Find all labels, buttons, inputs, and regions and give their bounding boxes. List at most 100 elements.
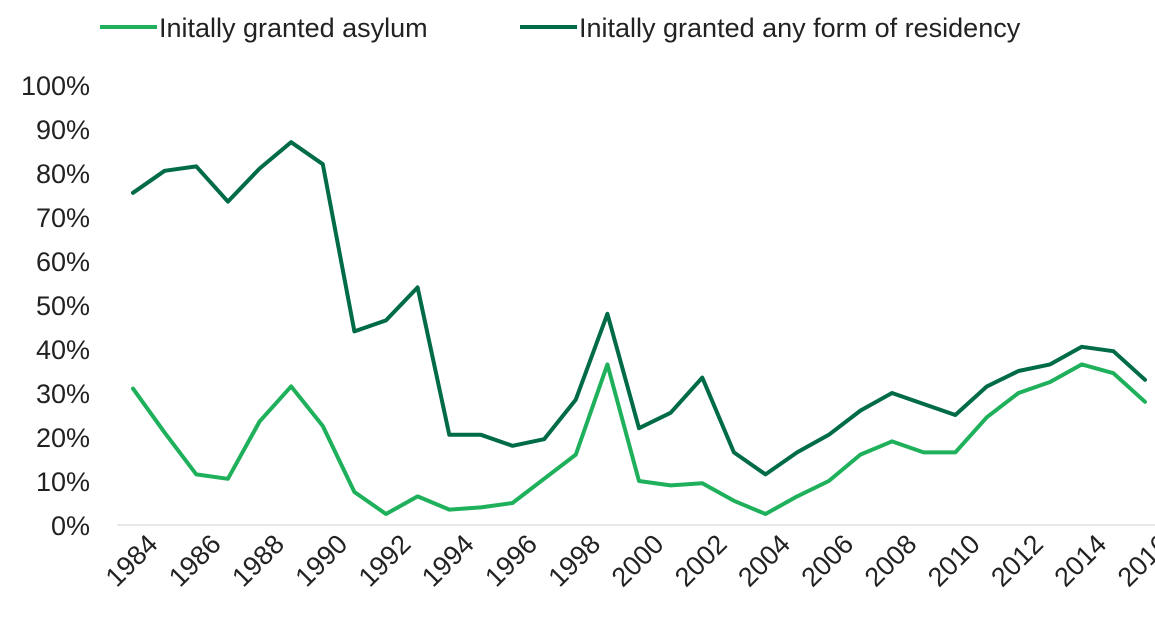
data-point-asylum — [637, 479, 641, 483]
y-tick-label: 90% — [36, 115, 90, 145]
x-tick-label: 2014 — [1049, 529, 1113, 593]
series-line-residency — [131, 140, 1147, 477]
x-tick-label: 2010 — [922, 529, 986, 593]
x-tick-label: 1994 — [416, 529, 480, 593]
data-point-asylum — [131, 387, 135, 391]
data-point-residency — [1017, 369, 1021, 373]
data-point-residency — [732, 450, 736, 454]
data-point-asylum — [258, 420, 262, 424]
data-point-residency — [352, 329, 356, 333]
data-point-residency — [1048, 362, 1052, 366]
data-point-residency — [985, 384, 989, 388]
data-point-asylum — [384, 512, 388, 516]
legend-label-asylum: Initally granted asylum — [159, 13, 428, 43]
x-axis: 1984 1986 1988 1990 1992 1994 1996 1998 2000 2002… — [100, 529, 1155, 593]
x-tick-label: 1996 — [479, 529, 543, 593]
data-point-asylum — [163, 431, 167, 435]
data-point-asylum — [511, 501, 515, 505]
data-point-asylum — [574, 453, 578, 457]
data-point-asylum — [985, 415, 989, 419]
data-point-asylum — [1048, 380, 1052, 384]
data-point-asylum — [416, 494, 420, 498]
y-tick-label: 70% — [36, 203, 90, 233]
data-point-residency — [226, 200, 230, 204]
x-tick-label: 2000 — [606, 529, 670, 593]
data-point-asylum — [479, 505, 483, 509]
data-point-asylum — [605, 362, 609, 366]
x-tick-label: 1992 — [353, 529, 417, 593]
data-point-residency — [605, 312, 609, 316]
y-tick-label: 40% — [36, 335, 90, 365]
data-point-asylum — [732, 499, 736, 503]
x-tick-label: 1986 — [163, 529, 227, 593]
y-tick-label: 100% — [21, 71, 90, 101]
data-point-residency — [258, 167, 262, 171]
x-tick-label: 1984 — [100, 529, 164, 593]
data-point-residency — [858, 409, 862, 413]
y-tick-label: 10% — [36, 467, 90, 497]
x-tick-label: 2002 — [669, 529, 733, 593]
data-point-asylum — [289, 384, 293, 388]
series-line-asylum — [131, 362, 1147, 516]
data-point-asylum — [542, 477, 546, 481]
data-point-asylum — [447, 508, 451, 512]
data-point-asylum — [226, 477, 230, 481]
y-tick-label: 0% — [51, 511, 90, 541]
x-tick-label: 2016 — [1112, 529, 1155, 593]
data-point-residency — [447, 433, 451, 437]
x-tick-label: 1998 — [543, 529, 607, 593]
data-point-asylum — [321, 424, 325, 428]
data-point-asylum — [194, 472, 198, 476]
data-point-asylum — [700, 481, 704, 485]
data-point-residency — [163, 169, 167, 173]
data-point-residency — [1080, 345, 1084, 349]
data-point-residency — [194, 164, 198, 168]
y-tick-label: 80% — [36, 159, 90, 189]
y-axis: 0% 10% 20% 30% 40% 50% 60% 70% 80% 90% 100% — [21, 71, 90, 541]
legend: Initally granted asylum Initally granted… — [100, 13, 1021, 43]
data-point-asylum — [352, 490, 356, 494]
data-point-residency — [1111, 349, 1115, 353]
data-point-asylum — [1080, 362, 1084, 366]
data-point-residency — [479, 433, 483, 437]
y-tick-label: 60% — [36, 247, 90, 277]
data-point-asylum — [795, 494, 799, 498]
data-point-residency — [764, 472, 768, 476]
data-point-residency — [131, 191, 135, 195]
x-tick-label: 1990 — [290, 529, 354, 593]
data-point-residency — [795, 450, 799, 454]
y-tick-label: 30% — [36, 379, 90, 409]
data-point-asylum — [890, 439, 894, 443]
data-point-asylum — [1143, 400, 1147, 404]
data-point-residency — [289, 140, 293, 144]
data-point-residency — [542, 437, 546, 441]
x-tick-label: 1988 — [226, 529, 290, 593]
data-point-asylum — [953, 450, 957, 454]
x-tick-label: 2006 — [796, 529, 860, 593]
data-point-residency — [922, 402, 926, 406]
data-point-residency — [700, 376, 704, 380]
x-tick-label: 2012 — [985, 529, 1049, 593]
data-point-residency — [1143, 378, 1147, 382]
data-point-asylum — [1111, 371, 1115, 375]
data-point-asylum — [922, 450, 926, 454]
data-point-residency — [416, 285, 420, 289]
data-point-asylum — [858, 453, 862, 457]
data-point-residency — [953, 413, 957, 417]
data-point-asylum — [827, 479, 831, 483]
x-tick-label: 2004 — [732, 529, 796, 593]
series-layer — [131, 140, 1147, 516]
y-tick-label: 50% — [36, 291, 90, 321]
data-point-residency — [637, 426, 641, 430]
data-point-residency — [574, 398, 578, 402]
data-point-residency — [890, 391, 894, 395]
data-point-residency — [511, 444, 515, 448]
x-tick-label: 2008 — [859, 529, 923, 593]
data-point-residency — [321, 162, 325, 166]
data-point-asylum — [669, 483, 673, 487]
y-tick-label: 20% — [36, 423, 90, 453]
data-point-residency — [384, 318, 388, 322]
data-point-asylum — [764, 512, 768, 516]
